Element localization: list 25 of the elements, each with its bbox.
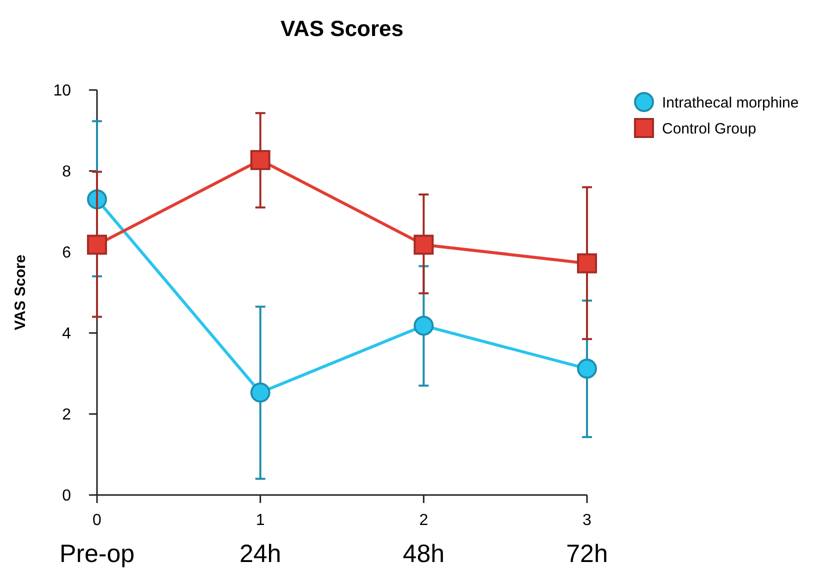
x-tick-label: 3 [582, 512, 592, 529]
y-tick-label: 6 [62, 244, 72, 262]
text: 48h [402, 540, 445, 568]
point [87, 234, 107, 255]
y-tick-label: 0 [62, 488, 72, 505]
y-tick-label: 2 [62, 406, 72, 424]
x-tick-label: 2 [419, 512, 428, 529]
chart-title: VAS Scores [280, 16, 404, 41]
x-tick-label: 0 [92, 512, 102, 529]
text: Pre-op [59, 540, 135, 568]
legend-label: Control Group [662, 120, 756, 138]
y-tick-label: 10 [53, 82, 72, 100]
point [577, 358, 597, 379]
point [250, 150, 270, 170]
point [414, 316, 434, 336]
y-tick-label: 4 [62, 326, 72, 343]
text: 72h [566, 540, 608, 568]
legend-label: Intrathecal morphine [662, 94, 799, 112]
x-tick-label: 1 [256, 512, 265, 529]
point [577, 253, 597, 274]
text: 24h [239, 540, 282, 568]
point [250, 382, 270, 403]
y-axis-title: VAS Score [12, 254, 29, 330]
point [414, 234, 434, 255]
y-tick-label: 8 [62, 164, 72, 181]
